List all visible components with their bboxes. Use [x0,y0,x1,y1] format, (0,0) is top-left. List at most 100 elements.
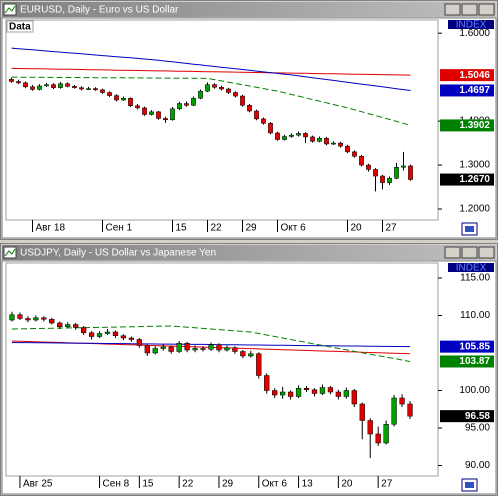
candle-body [247,105,252,112]
candle-body [345,145,350,153]
candle-body [268,123,273,134]
y-tick-label: 90.00 [465,460,490,471]
window-icon-graph [4,248,16,257]
candle-body [264,375,270,391]
candle-body [144,345,150,354]
price-tag [440,119,494,132]
candle-body [136,339,142,346]
x-tick-label: Авг 25 [23,479,53,490]
index-box [448,263,494,272]
candle-body [216,344,222,351]
candle-body [289,134,294,137]
candle-body [88,332,95,337]
candle-body [44,84,49,87]
price-tag [440,340,494,353]
candle-body [120,335,127,339]
candle-body [9,314,15,321]
window-button[interactable] [444,3,461,16]
candle-body [79,87,84,90]
window-icon-graph [4,5,16,14]
candle-body [17,314,23,319]
candle-body [303,388,310,390]
moving-average-line [11,47,411,91]
x-tick-label: 22 [211,223,223,234]
plot-border [5,19,439,221]
y-tick-label: 1.3000 [459,160,490,171]
candle-body [152,348,158,354]
candle-body [184,103,189,106]
candle-body [275,132,280,140]
window-title: USDJPY, Daily - US Dollar vs Japanese Ye… [20,248,216,259]
candle-body [324,137,329,145]
candle-body [114,95,119,101]
candle-body [184,343,190,351]
panel-label-box [6,20,34,33]
candle-body [408,165,413,180]
candle-body [352,151,357,157]
window-button[interactable] [444,246,461,259]
x-tick-label: 22 [182,479,194,490]
candle-body [49,319,55,324]
candle-body [200,348,206,350]
candle-body [391,397,397,425]
x-tick-label: 29 [222,479,234,490]
candle-body [383,424,389,444]
candle-body [57,322,63,327]
y-tick-label: 115.00 [460,273,490,284]
candle-body [198,90,203,99]
candle-body [23,82,28,88]
candle-body [86,88,91,90]
candle-body [240,351,246,357]
candle-body [331,142,336,145]
candle-body [192,348,198,351]
moving-average-line [11,76,411,126]
candle-body [319,387,326,394]
candle-body [72,86,77,88]
price-tag-label: 1.5046 [459,70,490,81]
candle-body [296,133,301,136]
candle-body [112,331,119,336]
candle-body [104,331,111,334]
x-tick-label: Окт 6 [281,223,307,234]
candle-body [65,83,70,87]
candle-body [33,317,39,321]
candle-body [359,403,365,421]
candle-body [317,137,322,142]
x-tick-label: 20 [341,479,353,490]
price-tag-label: 1.4697 [459,85,490,96]
candle-body [16,81,21,84]
candle-body [401,165,406,168]
x-tick-label: Сен 8 [103,479,130,490]
price-tag [440,84,494,97]
candle-body [128,337,135,340]
candle-body [343,390,349,397]
candle-body [233,92,238,97]
candle-body [226,88,231,93]
window-button[interactable] [461,246,478,259]
candle-body [256,353,262,376]
price-tag [440,355,494,368]
candle-body [107,92,112,96]
title-bar [2,245,496,260]
candle-body [327,387,334,393]
candle-body [254,110,259,120]
candle-body [219,87,224,90]
index-box [448,20,494,29]
candle-body [272,390,278,396]
candle-body [240,95,245,106]
candle-body [121,97,126,101]
candle-body [280,391,286,396]
candle-body [351,390,357,405]
candle-body [41,317,47,320]
candle-body [248,353,254,357]
price-tag-label: 1.3902 [459,120,490,131]
candle-body [96,333,103,337]
window-button[interactable] [461,3,478,16]
window-button[interactable] [478,3,495,16]
price-tag-label: 103.87 [459,356,490,367]
scroll-icon-inner [465,226,474,232]
window-button[interactable] [478,246,495,259]
candle-body [366,164,371,170]
candle-body [177,103,182,110]
candle-body [282,136,287,140]
